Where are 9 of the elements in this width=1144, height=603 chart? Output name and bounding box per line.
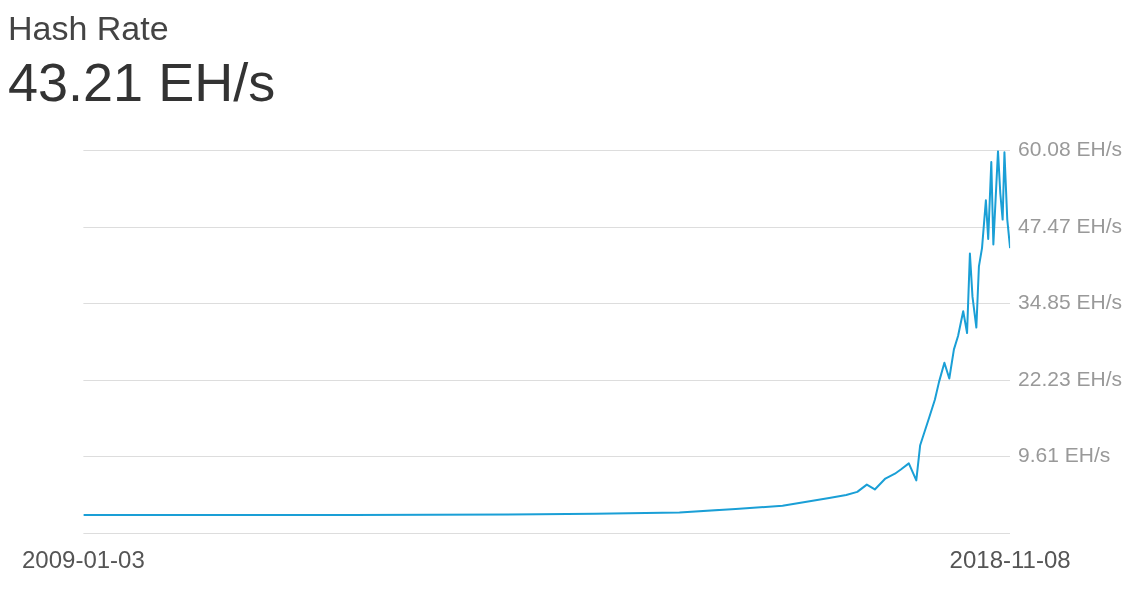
chart-subtitle: 43.21 EH/s	[8, 51, 277, 114]
x-tick-label: 2009-01-03	[22, 546, 145, 574]
chart-title: Hash Rate	[8, 8, 170, 48]
y-tick-label: 60.08 EH/s	[1018, 137, 1123, 161]
y-tick-label: 34.85 EH/s	[1018, 290, 1123, 314]
y-tick-label: 9.61 EH/s	[1018, 443, 1111, 467]
y-tick-label: 47.47 EH/s	[1018, 213, 1123, 237]
y-tick-label: 22.23 EH/s	[1018, 366, 1123, 390]
x-tick-label: 2018-11-08	[949, 546, 1071, 574]
